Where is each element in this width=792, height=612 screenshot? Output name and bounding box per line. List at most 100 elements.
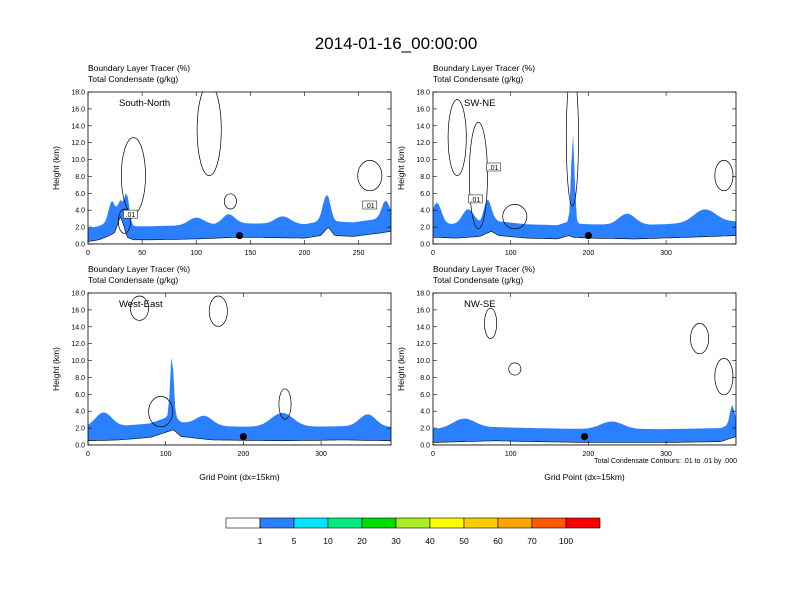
- x-tick-label: 0: [86, 250, 90, 257]
- condensate-contour: [120, 137, 146, 214]
- condensate-contour: [196, 92, 222, 176]
- panel-header-line1: Boundary Layer Tracer (%): [88, 63, 190, 73]
- panel-name: SW-NE: [464, 98, 496, 109]
- location-marker: [584, 231, 592, 240]
- colorbar-segment: [293, 517, 329, 529]
- y-tick-label: 8.0: [75, 375, 85, 382]
- colorbar-label: 40: [425, 536, 435, 546]
- x-tick-label: 100: [190, 250, 202, 257]
- x-tick-label: 100: [160, 451, 172, 458]
- y-tick-label: 18.0: [71, 291, 85, 298]
- condensate-contour: [148, 396, 174, 428]
- plot-frame: [87, 91, 392, 245]
- y-tick-label: 16.0: [416, 307, 430, 314]
- panel-header-line2: Total Condensate (g/kg): [433, 275, 523, 285]
- terrain: [433, 436, 736, 445]
- colorbar-label: 30: [391, 536, 401, 546]
- panel-sw-ne: Boundary Layer Tracer (%)Total Condensat…: [396, 63, 737, 257]
- terrain: [88, 429, 391, 445]
- colorbar-label: 60: [493, 536, 503, 546]
- x-axis-label: Grid Point (dx=15km): [199, 472, 280, 482]
- colorbar-segment: [395, 517, 431, 529]
- y-tick-label: 8.0: [420, 174, 430, 181]
- y-tick-label: 0.0: [75, 443, 85, 450]
- panel-header-line2: Total Condensate (g/kg): [433, 74, 523, 84]
- condensate-contour: [208, 295, 228, 327]
- panel-name: West-East: [119, 299, 163, 310]
- condensate-contour: [690, 323, 710, 355]
- colorbar-label: 70: [527, 536, 537, 546]
- tracer-band: [88, 193, 391, 244]
- y-axis-label: Height (km): [51, 146, 61, 190]
- colorbar-segment: [259, 517, 295, 529]
- colorbar-label: 10: [323, 536, 333, 546]
- x-tick-label: 300: [660, 451, 672, 458]
- y-tick-label: 8.0: [75, 174, 85, 181]
- y-tick-label: 10.0: [416, 358, 430, 365]
- y-tick-label: 12.0: [71, 341, 85, 348]
- location-marker: [235, 231, 244, 240]
- contour-label-box: [486, 162, 501, 172]
- plot-frame: [87, 292, 392, 446]
- x-axis-label: Grid Point (dx=15km): [544, 472, 625, 482]
- tracer-band: [88, 357, 391, 445]
- figure-title: 2014-01-16_00:00:00: [315, 34, 478, 53]
- contour-label: .01: [365, 203, 375, 210]
- contour-label: .01: [126, 212, 136, 219]
- colorbar-label: 20: [357, 536, 367, 546]
- panel-name: South-North: [119, 98, 170, 109]
- y-tick-label: 2.0: [420, 225, 430, 232]
- y-tick-label: 6.0: [420, 191, 430, 198]
- condensate-contour: [130, 295, 149, 321]
- y-axis-label: Height (km): [396, 347, 406, 391]
- x-tick-label: 100: [505, 451, 517, 458]
- x-tick-label: 250: [353, 250, 365, 257]
- condensate-contour: [468, 122, 488, 230]
- y-tick-label: 18.0: [416, 90, 430, 97]
- y-tick-label: 16.0: [416, 106, 430, 113]
- colorbar-label: 5: [292, 536, 297, 546]
- condensate-contour: [117, 208, 131, 234]
- condensate-contour: [357, 160, 383, 192]
- condensate-contour: [714, 358, 734, 396]
- y-tick-label: 4.0: [420, 208, 430, 215]
- contour-label: .01: [471, 197, 481, 204]
- location-marker: [580, 432, 589, 441]
- x-tick-label: 200: [583, 451, 595, 458]
- y-tick-label: 4.0: [75, 208, 85, 215]
- y-tick-label: 10.0: [416, 157, 430, 164]
- y-tick-label: 18.0: [71, 90, 85, 97]
- condensate-contour: [502, 204, 528, 230]
- x-tick-label: 0: [431, 451, 435, 458]
- condensate-contour: [278, 388, 292, 420]
- colorbar-segment: [531, 517, 567, 529]
- contour-label-box: [362, 200, 378, 210]
- x-tick-label: 200: [238, 451, 250, 458]
- plot-area: [433, 92, 736, 244]
- y-tick-label: 16.0: [71, 106, 85, 113]
- y-tick-label: 6.0: [75, 392, 85, 399]
- condensate-contour: [484, 307, 498, 339]
- colorbar-segment: [361, 517, 397, 529]
- location-marker: [239, 432, 247, 441]
- y-tick-label: 0.0: [420, 242, 430, 249]
- y-tick-label: 10.0: [71, 157, 85, 164]
- y-tick-label: 10.0: [71, 358, 85, 365]
- plot-area: [88, 295, 391, 445]
- y-tick-label: 4.0: [420, 409, 430, 416]
- panel-south-north: Boundary Layer Tracer (%)Total Condensat…: [51, 63, 392, 257]
- contour-label-box: [468, 194, 483, 204]
- panel-header-line1: Boundary Layer Tracer (%): [433, 63, 535, 73]
- x-tick-label: 0: [86, 451, 90, 458]
- colorbar-segment: [327, 517, 363, 529]
- x-tick-label: 300: [315, 451, 327, 458]
- x-tick-label: 300: [660, 250, 672, 257]
- condensate-contour: [714, 160, 734, 192]
- y-tick-label: 12.0: [416, 341, 430, 348]
- colorbar-label: 100: [559, 536, 573, 546]
- y-axis-label: Height (km): [51, 347, 61, 391]
- panel-header-line2: Total Condensate (g/kg): [88, 74, 178, 84]
- tracer-band: [433, 134, 736, 244]
- x-tick-label: 0: [431, 250, 435, 257]
